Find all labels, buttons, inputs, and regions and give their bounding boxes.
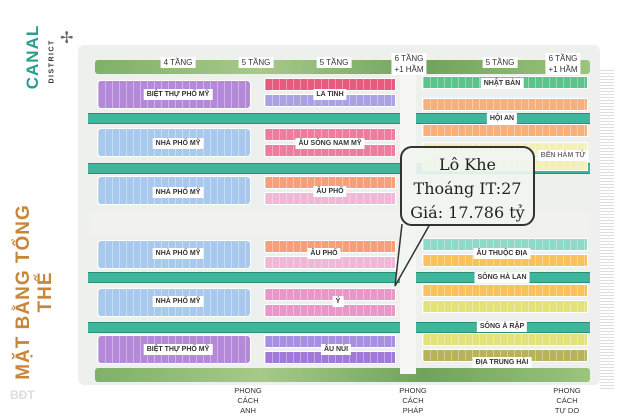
lot-callout: Lô Khe Thoáng IT:27 Giá: 17.786 tỷ [400,146,535,226]
zone-label[interactable]: NHẬT BẢN [480,78,524,89]
lot-strip [264,240,396,253]
zone-label[interactable]: ÂU PHỐ [307,248,341,259]
zone-label[interactable]: ÂU PHỐ [313,186,347,197]
zone-label[interactable]: Ý [332,296,344,307]
lot-block [97,240,251,269]
floor-label: 6 TẦNG +1 HẦM [391,53,427,75]
fine-print [600,70,614,390]
zone-label[interactable]: BẾN HÀM TỬ [537,150,589,161]
lot-strip [422,124,588,137]
zone-label[interactable]: ÂU NÚI [320,344,352,355]
floor-label: 5 TẦNG [316,57,352,68]
callout-code: Thoáng IT:27 [413,179,522,198]
callout-price: Giá: 17.786 tỷ [410,203,525,222]
watermark: BĐT [10,388,35,402]
zone-label[interactable]: ÂU THUỘC ĐỊA [473,248,531,259]
lot-block [97,176,251,205]
zone-label[interactable]: NHÀ PHỐ MỸ [152,138,204,149]
lot-strip [264,335,396,348]
style-label: PHONG CÁCH ANH [234,386,262,415]
canal [88,163,590,174]
style-label: PHONG CÁCH TỰ DO [553,386,581,415]
floor-label: 6 TẦNG +1 HẦM [545,53,581,75]
style-label: PHONG CÁCH PHÁP [399,386,427,415]
canal [88,272,590,283]
logo-word: CANAL [23,24,42,90]
zone-label[interactable]: SÔNG Ả RẬP [476,321,528,332]
zone-label[interactable]: BIỆT THỰ PHỐ MỸ [143,89,213,100]
lot-strip [264,304,396,317]
lot-strip [264,351,396,364]
zone-label[interactable]: ÂU SÔNG NAM MỸ [295,138,365,149]
lot-strip [422,333,588,346]
callout-lot: Lô Khe [438,155,497,174]
canal [88,322,590,333]
lot-strip [422,300,588,313]
lot-strip [264,192,396,205]
floor-label: 5 TẦNG [238,57,274,68]
zone-label[interactable]: HỘI AN [486,113,518,124]
logo-sub: DISTRICT [48,39,56,84]
page-title: MẶT BẰNG TỔNG THỂ [13,204,56,380]
compass-icon: ✢ [60,28,74,47]
callout-pointer [394,223,431,287]
lot-strip [264,94,396,107]
lot-strip [422,254,588,267]
zone-label[interactable]: ĐỊA TRUNG HẢI [472,357,532,368]
canal-district-logo: CANAL DISTRICT [18,22,56,92]
zone-label[interactable]: LA TINH [313,89,347,100]
zone-label[interactable]: NHÀ PHỐ MỸ [152,296,204,307]
zone-label[interactable]: NHÀ PHỐ MỸ [152,187,204,198]
greenery-bottom [95,368,590,382]
zone-label[interactable]: BIỆT THỰ PHỐ MỸ [143,344,213,355]
lot-strip [422,98,588,111]
zone-label[interactable]: NHÀ PHỐ MỸ [152,248,204,259]
canal [88,113,590,124]
lot-strip [422,284,588,297]
zone-label[interactable]: SÔNG HÀ LAN [474,272,530,283]
floor-label: 4 TẦNG [160,57,196,68]
floor-label: 5 TẦNG [482,57,518,68]
lot-strip [264,288,396,301]
